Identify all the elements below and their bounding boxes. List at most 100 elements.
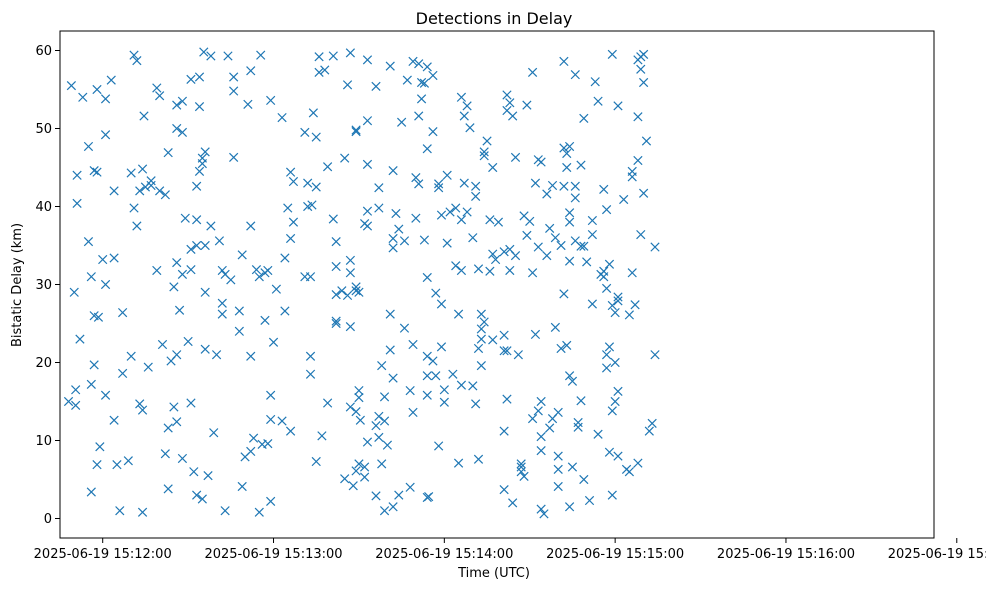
data-point bbox=[328, 214, 338, 224]
data-point bbox=[422, 371, 432, 381]
data-point bbox=[256, 50, 266, 60]
data-point bbox=[194, 166, 205, 177]
data-point bbox=[246, 351, 256, 361]
data-point bbox=[604, 259, 615, 269]
data-point bbox=[206, 51, 216, 61]
data-point bbox=[399, 323, 410, 333]
data-point bbox=[388, 165, 398, 176]
data-point bbox=[362, 437, 373, 447]
data-point bbox=[200, 344, 210, 354]
data-point bbox=[194, 102, 205, 112]
data-point bbox=[72, 198, 82, 209]
data-point bbox=[584, 495, 595, 506]
data-point bbox=[229, 86, 239, 96]
data-point bbox=[582, 257, 592, 267]
data-point bbox=[613, 292, 623, 302]
data-point bbox=[573, 417, 583, 428]
data-point bbox=[573, 422, 583, 432]
data-point bbox=[624, 467, 635, 477]
data-point bbox=[351, 125, 361, 135]
y-tick-label: 10 bbox=[35, 434, 52, 449]
data-point bbox=[399, 236, 410, 246]
data-point bbox=[468, 381, 478, 391]
data-point bbox=[599, 184, 609, 194]
data-point bbox=[485, 215, 495, 225]
data-point bbox=[172, 417, 182, 427]
data-point bbox=[345, 402, 356, 412]
data-point bbox=[436, 342, 447, 352]
data-point bbox=[445, 207, 455, 217]
data-point bbox=[305, 272, 316, 282]
data-point bbox=[431, 371, 441, 381]
data-point bbox=[186, 244, 196, 255]
data-point bbox=[570, 193, 580, 203]
data-point bbox=[414, 59, 424, 69]
data-point bbox=[371, 81, 381, 92]
data-point bbox=[385, 61, 395, 71]
data-point bbox=[439, 397, 449, 407]
data-point bbox=[342, 80, 353, 90]
data-point bbox=[638, 188, 649, 198]
data-point bbox=[641, 136, 652, 146]
data-point bbox=[553, 481, 563, 492]
data-point bbox=[89, 360, 99, 370]
data-point bbox=[533, 242, 543, 252]
data-point bbox=[633, 155, 643, 166]
data-point bbox=[522, 230, 532, 240]
data-point bbox=[152, 265, 162, 276]
data-point bbox=[223, 51, 233, 61]
x-axis: 2025-06-19 15:12:00 2025-06-19 15:13:00 20… bbox=[34, 538, 986, 562]
data-point bbox=[576, 396, 586, 406]
data-point bbox=[530, 329, 541, 340]
data-point bbox=[220, 506, 230, 516]
data-point bbox=[135, 186, 145, 196]
data-point bbox=[362, 221, 373, 231]
data-point bbox=[590, 77, 600, 87]
data-point bbox=[118, 368, 128, 379]
data-point bbox=[93, 312, 104, 322]
data-point bbox=[311, 456, 321, 467]
data-point bbox=[155, 186, 165, 196]
data-point bbox=[567, 462, 578, 472]
data-point bbox=[374, 183, 384, 193]
data-point bbox=[132, 221, 142, 231]
x-tick-label: 2025-06-19 15:14:00 bbox=[375, 547, 513, 562]
data-point bbox=[243, 99, 253, 109]
data-point bbox=[92, 460, 102, 470]
data-point bbox=[502, 394, 512, 404]
data-point bbox=[482, 136, 492, 146]
data-point bbox=[550, 322, 560, 333]
data-point bbox=[451, 261, 461, 271]
data-point bbox=[192, 240, 202, 251]
data-point bbox=[129, 50, 139, 60]
data-point bbox=[266, 390, 276, 400]
data-point bbox=[411, 213, 421, 223]
data-point bbox=[237, 481, 247, 492]
data-point bbox=[533, 406, 543, 416]
x-tick-label: 2025-06-19 15:17:00 bbox=[888, 547, 986, 562]
data-point bbox=[493, 217, 504, 227]
data-point bbox=[100, 279, 111, 290]
data-point bbox=[630, 300, 640, 310]
data-point bbox=[416, 94, 427, 104]
data-point bbox=[254, 272, 264, 282]
data-point bbox=[354, 287, 364, 297]
data-point bbox=[192, 490, 202, 500]
data-point bbox=[436, 210, 447, 220]
data-point bbox=[473, 343, 484, 354]
data-point bbox=[516, 467, 526, 477]
data-point bbox=[633, 458, 643, 468]
data-point bbox=[479, 151, 489, 161]
data-point bbox=[599, 272, 609, 282]
data-point bbox=[471, 181, 481, 191]
data-point bbox=[431, 288, 441, 298]
data-point bbox=[453, 309, 464, 319]
data-point bbox=[199, 47, 209, 57]
data-point bbox=[499, 346, 509, 356]
data-point bbox=[564, 502, 575, 512]
data-point bbox=[174, 305, 185, 315]
data-point bbox=[570, 70, 580, 80]
data-point bbox=[419, 78, 430, 88]
data-point bbox=[579, 113, 589, 123]
